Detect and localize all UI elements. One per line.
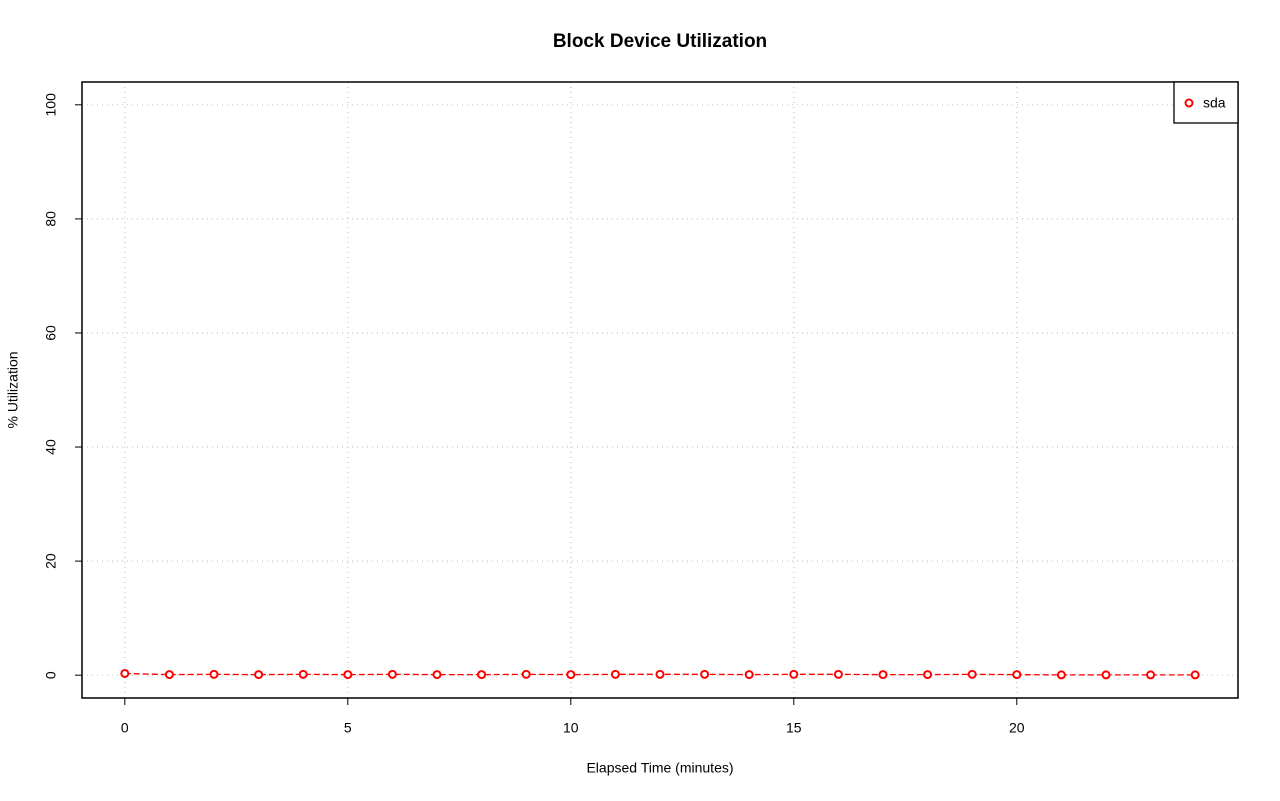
y-tick-label: 100	[43, 93, 59, 117]
y-tick-label: 20	[43, 553, 59, 569]
data-point	[1190, 670, 1200, 680]
y-tick-label: 40	[43, 439, 59, 455]
x-tick-label: 10	[563, 720, 579, 736]
data-point	[967, 669, 977, 679]
data-point	[1056, 670, 1066, 680]
y-tick-label: 80	[43, 211, 59, 227]
data-point	[878, 670, 888, 680]
data-point	[477, 670, 487, 680]
x-tick-label: 15	[786, 720, 802, 736]
x-axis-label: Elapsed Time (minutes)	[586, 760, 733, 776]
data-point	[209, 669, 219, 679]
data-point	[655, 669, 665, 679]
plot-frame	[81, 81, 1239, 699]
data-point	[120, 668, 130, 678]
data-point	[744, 670, 754, 680]
data-point	[164, 670, 174, 680]
data-point	[833, 669, 843, 679]
x-tick-label: 20	[1009, 720, 1025, 736]
data-point	[1012, 670, 1022, 680]
x-tick-label: 5	[344, 720, 352, 736]
legend-symbol	[1184, 98, 1194, 108]
data-point	[298, 669, 308, 679]
data-point	[789, 669, 799, 679]
data-point	[1101, 670, 1111, 680]
data-point	[254, 670, 264, 680]
legend: sda	[1173, 81, 1239, 124]
data-point	[343, 670, 353, 680]
y-tick-label: 60	[43, 325, 59, 341]
data-point	[566, 670, 576, 680]
chart-title: Block Device Utilization	[553, 31, 767, 52]
data-point	[521, 669, 531, 679]
data-point	[610, 669, 620, 679]
data-point	[923, 670, 933, 680]
data-point	[1146, 670, 1156, 680]
data-point	[432, 670, 442, 680]
y-tick-label: 0	[43, 671, 59, 679]
x-tick-label: 0	[121, 720, 129, 736]
data-point	[700, 669, 710, 679]
data-point	[387, 669, 397, 679]
legend-label: sda	[1203, 95, 1226, 111]
y-axis-label: % Utilization	[5, 351, 21, 428]
